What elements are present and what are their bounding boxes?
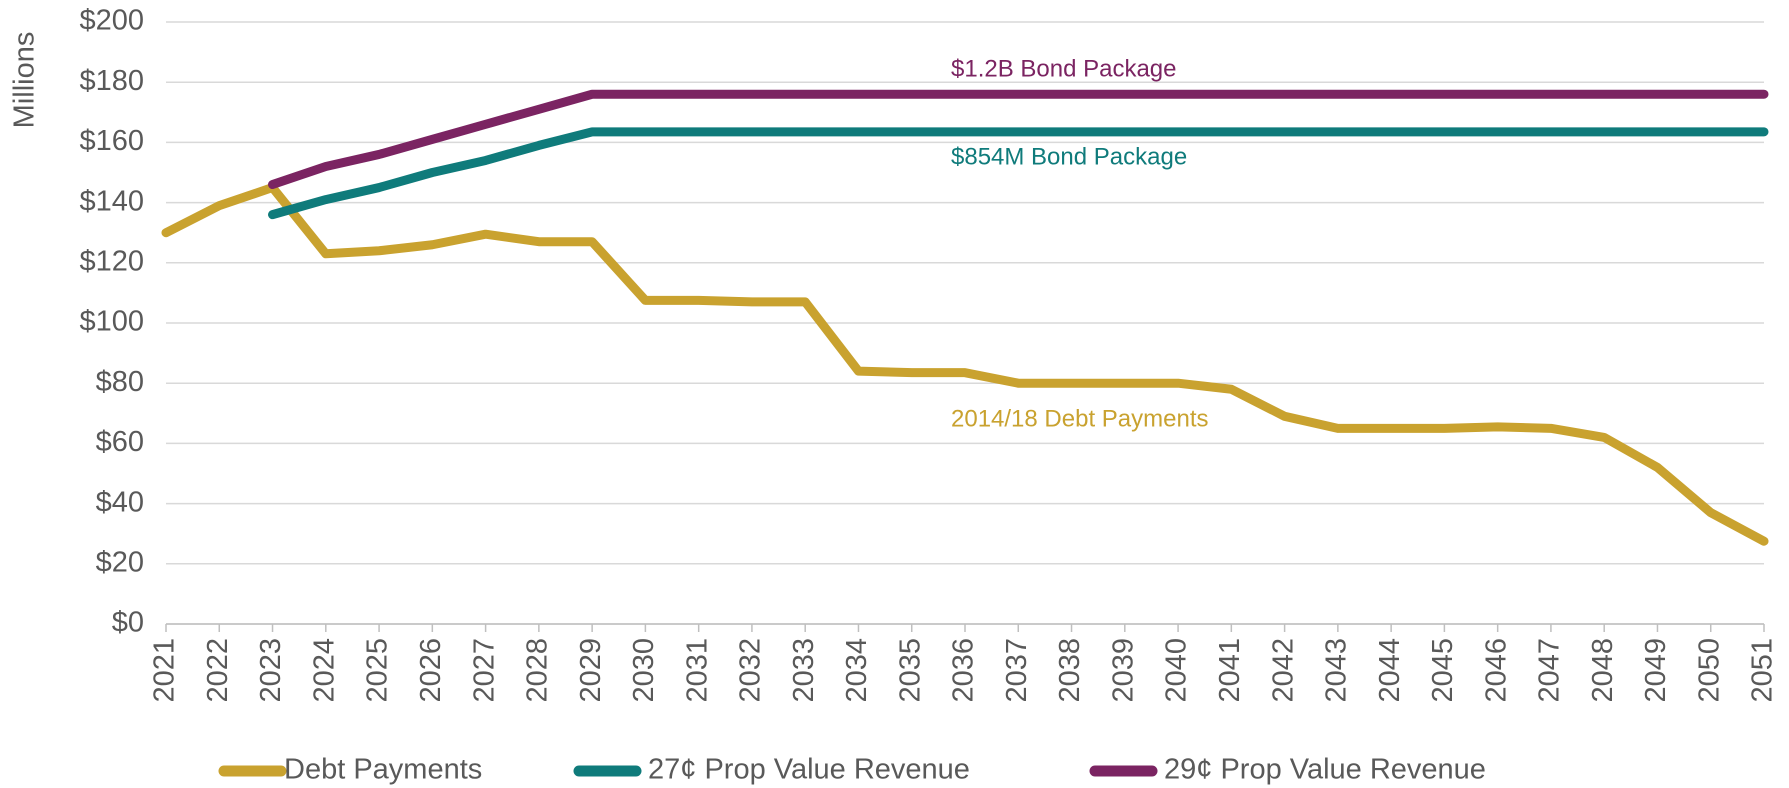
x-tick-label: 2029 — [575, 638, 607, 703]
x-tick-label: 2050 — [1693, 638, 1725, 703]
x-tick-label: 2024 — [308, 638, 340, 703]
x-tick-label: 2049 — [1640, 638, 1672, 703]
series-line — [268, 127, 1769, 220]
y-axis-label: Millions — [9, 32, 41, 129]
y-tick-label: $20 — [96, 546, 144, 578]
x-tick-label: 2039 — [1107, 638, 1139, 703]
x-tick-label: 2040 — [1161, 638, 1193, 703]
series-line — [161, 183, 1769, 546]
x-tick-label: 2042 — [1267, 638, 1299, 703]
legend-label: 29¢ Prop Value Revenue — [1164, 754, 1486, 786]
x-tick-label: 2043 — [1321, 638, 1353, 703]
x-tick-label: 2026 — [415, 638, 447, 703]
x-tick-label: 2036 — [948, 638, 980, 703]
y-tick-label: $40 — [96, 486, 144, 518]
y-tick-label: $180 — [79, 65, 144, 97]
x-tick-label: 2031 — [681, 638, 713, 703]
x-tick-label: 2032 — [735, 638, 767, 703]
y-tick-label: $200 — [79, 5, 144, 37]
x-tick-label: 2023 — [255, 638, 287, 703]
x-tick-label: 2051 — [1747, 638, 1779, 703]
x-tick-label: 2037 — [1001, 638, 1033, 703]
annotation: $854M Bond Package — [951, 143, 1187, 170]
x-tick-label: 2027 — [468, 638, 500, 703]
y-tick-label: $160 — [79, 125, 144, 157]
x-tick-label: 2034 — [841, 638, 873, 703]
annotation: 2014/18 Debt Payments — [951, 405, 1209, 432]
x-tick-label: 2021 — [149, 638, 181, 703]
x-tick-label: 2033 — [788, 638, 820, 703]
annotation: $1.2B Bond Package — [951, 55, 1177, 82]
x-tick-label: 2028 — [522, 638, 554, 703]
x-tick-label: 2046 — [1480, 638, 1512, 703]
x-tick-label: 2025 — [362, 638, 394, 703]
x-tick-label: 2048 — [1587, 638, 1619, 703]
y-tick-label: $0 — [112, 607, 144, 639]
x-tick-label: 2041 — [1214, 638, 1246, 703]
y-tick-label: $80 — [96, 366, 144, 398]
x-tick-label: 2045 — [1427, 638, 1459, 703]
y-tick-label: $100 — [79, 306, 144, 338]
y-tick-label: $140 — [79, 185, 144, 217]
y-tick-label: $120 — [79, 245, 144, 277]
x-tick-label: 2035 — [894, 638, 926, 703]
series-line — [268, 89, 1769, 190]
x-tick-label: 2030 — [628, 638, 660, 703]
legend-label: Debt Payments — [284, 754, 482, 786]
y-tick-label: $60 — [96, 426, 144, 458]
legend-label: 27¢ Prop Value Revenue — [648, 754, 970, 786]
x-tick-label: 2044 — [1374, 638, 1406, 703]
x-tick-label: 2022 — [202, 638, 234, 703]
x-tick-label: 2047 — [1534, 638, 1566, 703]
x-tick-label: 2038 — [1054, 638, 1086, 703]
